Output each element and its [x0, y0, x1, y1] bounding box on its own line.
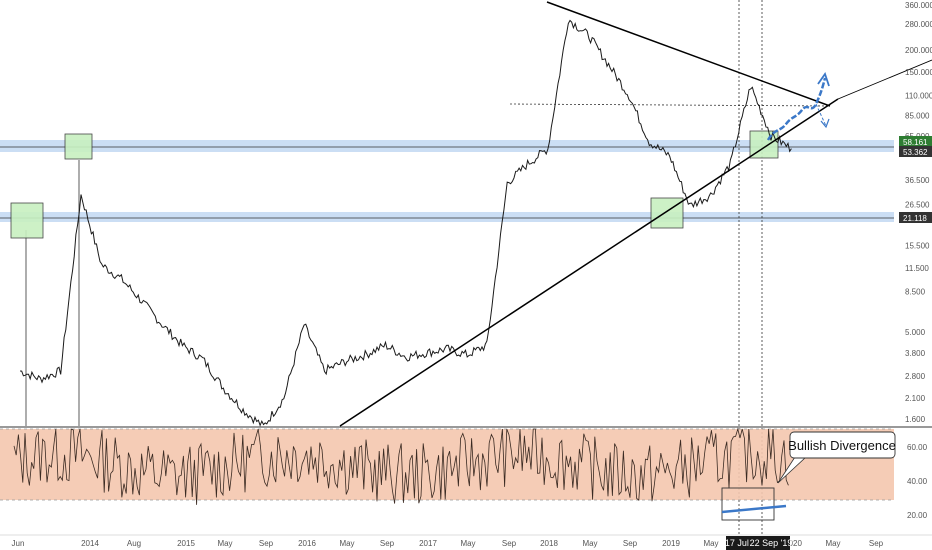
x-tick-label: May [460, 539, 475, 548]
highlight-box-2018 [650, 197, 684, 229]
highlight-box-2014 [64, 133, 93, 160]
y-tick-label: 200.000 [905, 46, 932, 55]
triangle-upper-trendline [546, 1, 831, 107]
rsi-tick-label: 60.00 [907, 443, 928, 452]
divergence-box [721, 487, 775, 521]
projection-down-path [815, 103, 827, 127]
rsi-series-line [13, 427, 789, 505]
y-tick-label: 110.000 [905, 92, 932, 101]
callout-box [789, 431, 896, 459]
callout-text: Bullish Divergence [788, 438, 896, 453]
x-tick-label: 2019 [662, 539, 680, 548]
price-level-badge [899, 212, 932, 223]
x-tick-label: Jun [12, 539, 25, 548]
y-tick-label: 15.500 [905, 241, 930, 250]
y-tick-label: 36.500 [905, 176, 930, 185]
support-band-lower [0, 212, 894, 222]
price-level-label: 53.362 [903, 148, 928, 157]
date-highlight-sep-text: 22 Sep '19 [750, 538, 793, 548]
x-tick-label: May [217, 539, 232, 548]
y-tick-label: 2.100 [905, 394, 926, 403]
y-tick-label: 11.500 [905, 264, 929, 273]
x-tick-label: May [703, 539, 718, 548]
price-series-line [19, 19, 792, 427]
rsi-tick-label: 40.00 [907, 477, 928, 486]
price-level-label: 58.161 [903, 138, 928, 147]
x-tick-label: Sep [380, 539, 395, 548]
y-tick-label: 2.800 [905, 372, 926, 381]
y-tick-label: 360.000 [905, 1, 932, 10]
y-tick-label: 150.000 [905, 68, 932, 77]
support-band-upper [0, 140, 894, 152]
date-highlight-jul [726, 536, 752, 550]
x-axis-highlight: 17 Jul ' 22 Sep '19 [725, 536, 793, 550]
x-tick-label: Sep [259, 539, 274, 548]
divergence-trendline [721, 504, 787, 514]
x-tick-label: May [339, 539, 354, 548]
projection-arrow-up-icon [817, 72, 830, 87]
x-tick-label: May [825, 539, 840, 548]
y-tick-label: 5.000 [905, 328, 926, 337]
projection-arrow-down-icon [820, 118, 830, 129]
highlight-box-2013 [10, 202, 44, 239]
x-tick-label: Sep [869, 539, 884, 548]
y-tick-label: 8.500 [905, 287, 926, 296]
y-tick-label: 26.500 [905, 200, 930, 209]
date-highlight-sep [752, 536, 790, 550]
rsi-y-axis: 60.00 40.00 20.00 [907, 443, 928, 520]
x-tick-label: Aug [127, 539, 141, 548]
y-tick-label: 85.000 [905, 111, 930, 120]
price-level-badge [899, 146, 932, 157]
trendline-extension [837, 59, 932, 100]
price-level-badge [899, 136, 932, 147]
rsi-tick-label: 20.00 [907, 511, 928, 520]
y-tick-label: 3.800 [905, 349, 926, 358]
x-tick-label: Sep [502, 539, 517, 548]
y-tick-label: 1.600 [905, 415, 926, 424]
x-tick-label: 2015 [177, 539, 195, 548]
x-tick-label: Sep [623, 539, 638, 548]
date-highlight-jul-text: 17 Jul ' [725, 538, 754, 548]
triangle-lower-trendline [339, 98, 839, 427]
x-tick-label: May [582, 539, 597, 548]
x-tick-label: 2016 [298, 539, 316, 548]
x-tick-label: 2017 [419, 539, 437, 548]
x-tick-label: 2018 [540, 539, 558, 548]
price-panel [0, 0, 932, 535]
x-tick-label: 2014 [81, 539, 99, 548]
y-tick-label: 280.000 [905, 20, 932, 29]
resistance-dotted-line [509, 103, 831, 107]
oscillator-panel: Bullish Divergence [0, 426, 932, 521]
projection-path [766, 77, 827, 141]
price-level-label: 21.118 [903, 214, 927, 223]
x-tick-label: 2020 [784, 539, 802, 548]
x-axis: Jun 2014 Aug 2015 May Sep 2016 May Sep 2017 May Sep… [12, 539, 884, 548]
